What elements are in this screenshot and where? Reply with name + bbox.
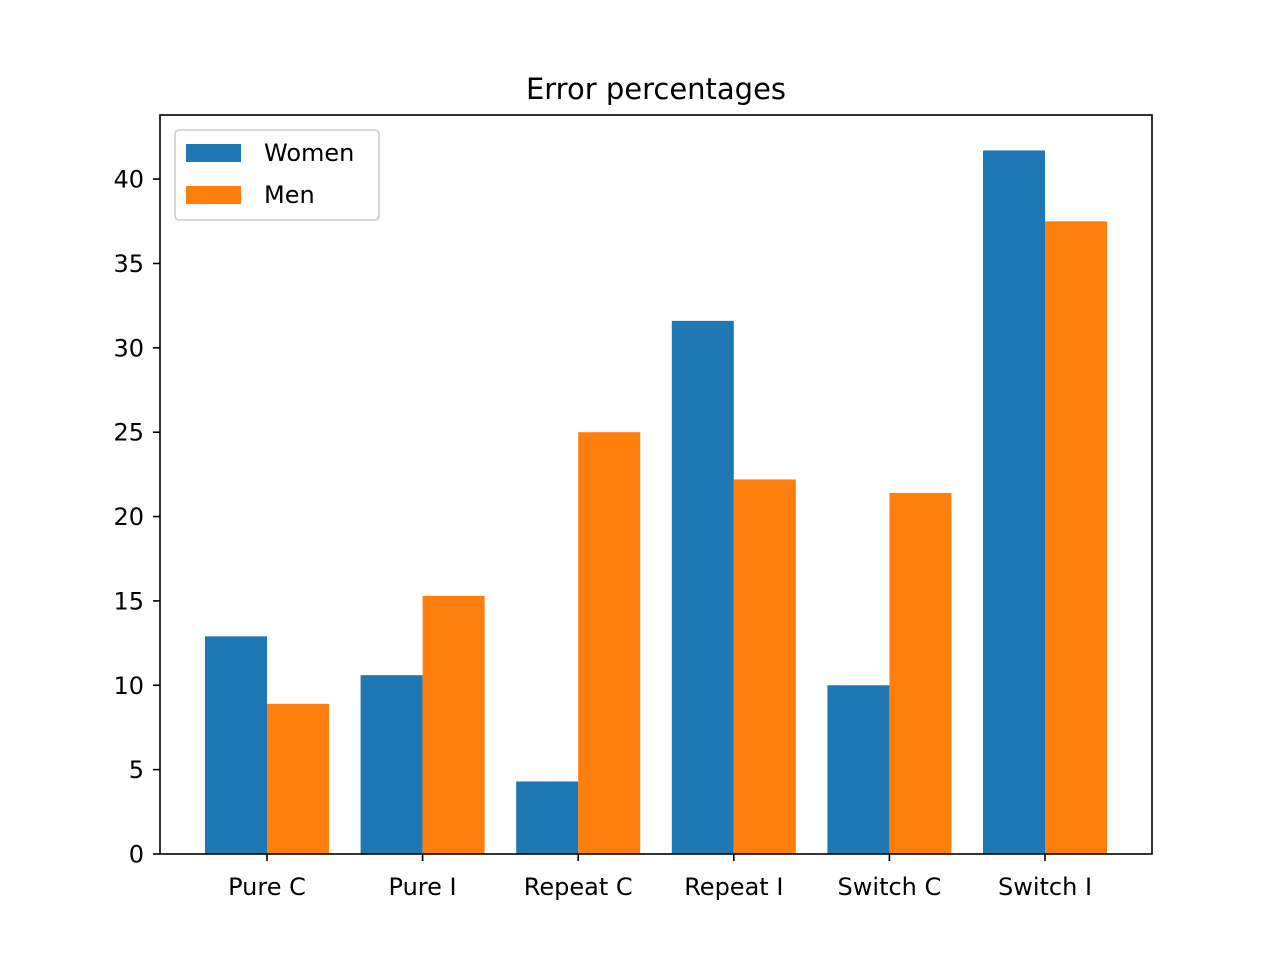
x-tick-label: Repeat C (524, 873, 633, 901)
bar-men-repeat-c (578, 432, 641, 854)
x-tick-label: Pure I (389, 873, 457, 901)
x-tick-label: Switch I (998, 873, 1092, 901)
bar-men-switch-i (1045, 221, 1107, 855)
y-tick-label: 5 (129, 756, 144, 784)
x-tick-label: Pure C (228, 873, 306, 901)
legend-swatch-men (186, 186, 241, 204)
bar-men-pure-i (422, 595, 485, 854)
bar-women-repeat-i (671, 320, 734, 855)
bar-women-switch-c (827, 685, 890, 854)
bar-men-repeat-i (733, 479, 796, 854)
ticks-layer: Pure C Pure I Repeat C Repeat I Switch C Swit… (113, 166, 1092, 901)
y-tick-label: 15 (113, 587, 144, 615)
bar-women-pure-i (360, 675, 423, 854)
y-tick-label: 35 (113, 250, 144, 278)
y-tick-label: 40 (113, 166, 144, 194)
y-tick-label: 10 (113, 672, 144, 700)
bar-women-repeat-c (516, 781, 579, 854)
plot-frame (159, 114, 1153, 855)
legend: Women Men (174, 129, 380, 221)
bars-layer (205, 150, 1107, 855)
y-tick-label: 25 (113, 419, 144, 447)
chart-title: Error percentages (526, 72, 786, 106)
legend-swatch-women (186, 144, 241, 162)
y-tick-label: 30 (113, 334, 144, 362)
y-tick-label: 20 (113, 503, 144, 531)
bar-women-switch-i (983, 150, 1045, 854)
bar-men-pure-c (267, 703, 329, 854)
y-tick-label: 0 (129, 841, 144, 869)
x-tick-label: Repeat I (684, 873, 783, 901)
legend-label-women: Women (264, 139, 354, 167)
x-tick-label: Switch C (838, 873, 942, 901)
legend-label-men: Men (264, 181, 315, 209)
bar-women-pure-c (205, 636, 267, 854)
bar-men-switch-c (889, 492, 952, 854)
